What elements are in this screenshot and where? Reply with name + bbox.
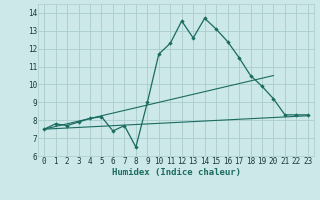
X-axis label: Humidex (Indice chaleur): Humidex (Indice chaleur) — [111, 168, 241, 177]
